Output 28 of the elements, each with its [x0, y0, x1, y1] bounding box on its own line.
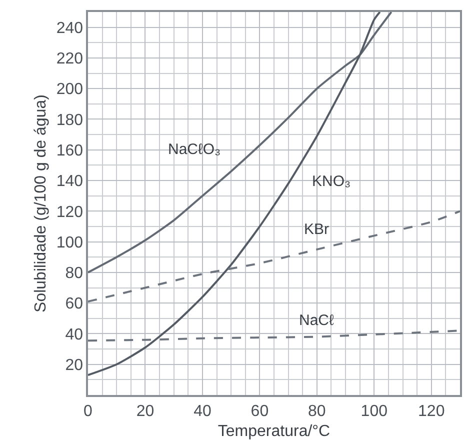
line-series — [88, 12, 392, 274]
y-tick-label: 20 — [65, 356, 84, 374]
y-tick-label: 100 — [56, 234, 84, 252]
x-tick-label: 40 — [194, 402, 212, 420]
y-tick-label: 200 — [56, 81, 84, 98]
x-tick-label: 100 — [360, 402, 388, 420]
y-tick-label: 240 — [56, 20, 84, 37]
line-series — [88, 12, 381, 376]
y-tick-label: 120 — [56, 204, 84, 221]
series-label: NaCℓO₃ — [168, 141, 221, 158]
x-tick-label: 80 — [308, 402, 326, 420]
line-series — [88, 210, 460, 303]
y-axis-title: Solubilidade (g/100 g de água) — [32, 94, 50, 312]
x-axis-title: Temperatura/°C — [218, 423, 330, 440]
y-tick-label: 180 — [56, 112, 84, 129]
x-tick-label: 60 — [250, 402, 269, 420]
series-label: NaCℓ — [299, 312, 334, 329]
series-label: KNO₃ — [312, 173, 351, 190]
y-tick-label: 60 — [65, 296, 84, 313]
y-tick-label: 160 — [56, 142, 84, 160]
y-tick-label: 140 — [56, 173, 84, 190]
y-tick-label: 40 — [65, 326, 84, 344]
x-tick-label: 0 — [84, 402, 93, 420]
x-tick-label: 20 — [136, 402, 154, 420]
y-tick-label: 80 — [65, 265, 84, 282]
series-label: KBr — [304, 221, 330, 238]
y-tick-label: 220 — [56, 50, 84, 68]
x-tick-label: 120 — [418, 402, 445, 420]
